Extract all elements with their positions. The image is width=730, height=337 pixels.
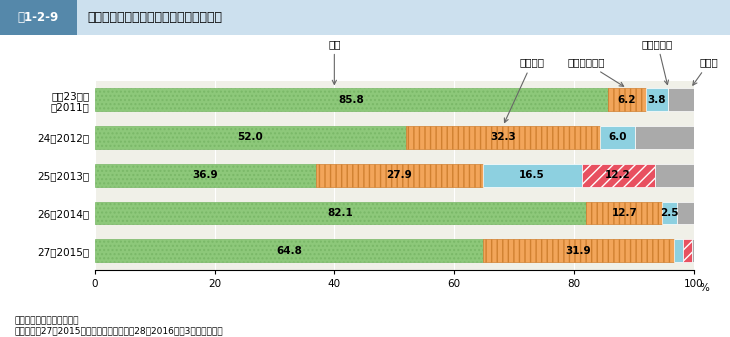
Bar — [662, 202, 677, 224]
Text: 3.8: 3.8 — [648, 95, 666, 105]
Bar — [599, 126, 635, 149]
Text: 52.0: 52.0 — [238, 132, 264, 143]
Text: 32.3: 32.3 — [490, 132, 515, 143]
Bar — [95, 202, 586, 224]
Bar — [692, 239, 694, 262]
Bar — [609, 88, 645, 111]
Text: ウクライナ: ウクライナ — [642, 39, 673, 85]
FancyBboxPatch shape — [77, 0, 730, 35]
Text: 31.9: 31.9 — [566, 246, 591, 256]
Text: 2.5: 2.5 — [661, 208, 679, 218]
Text: 12.7: 12.7 — [612, 208, 637, 218]
Bar — [582, 164, 655, 187]
Text: 6.2: 6.2 — [618, 95, 637, 105]
Bar — [95, 88, 609, 111]
Bar — [95, 239, 483, 262]
Text: ブラジル: ブラジル — [504, 58, 545, 123]
Text: 飼料用とうもろこしの調達先割合の推移: 飼料用とうもろこしの調達先割合の推移 — [88, 11, 223, 24]
Text: 82.1: 82.1 — [328, 208, 353, 218]
Bar — [483, 239, 674, 262]
Bar — [677, 202, 694, 224]
Text: 64.8: 64.8 — [276, 246, 301, 256]
Bar — [95, 164, 316, 187]
Text: 6.0: 6.0 — [608, 132, 627, 143]
Bar — [95, 126, 406, 149]
Bar — [406, 126, 599, 149]
Text: 図1-2-9: 図1-2-9 — [18, 11, 58, 24]
Text: 27.9: 27.9 — [386, 170, 412, 180]
Bar — [669, 88, 694, 111]
Bar — [483, 164, 582, 187]
Text: 米国: 米国 — [328, 39, 341, 84]
Bar — [655, 164, 694, 187]
Text: その他: その他 — [693, 58, 718, 85]
Bar — [674, 239, 683, 262]
Text: 36.9: 36.9 — [193, 170, 218, 180]
Text: 資料：財務省「貿易統計」
　注：平成27（2015）年度について、平成28（2016）年3月分は速報値: 資料：財務省「貿易統計」 注：平成27（2015）年度について、平成28（201… — [15, 316, 223, 335]
Bar — [316, 164, 483, 187]
Text: アルゼンチン: アルゼンチン — [567, 58, 623, 86]
Text: 85.8: 85.8 — [339, 95, 364, 105]
Bar — [645, 88, 669, 111]
Text: %: % — [699, 283, 710, 293]
Bar — [635, 126, 694, 149]
Bar — [683, 239, 692, 262]
Bar — [586, 202, 662, 224]
Text: 12.2: 12.2 — [605, 170, 631, 180]
Text: 16.5: 16.5 — [519, 170, 545, 180]
FancyBboxPatch shape — [0, 0, 77, 35]
